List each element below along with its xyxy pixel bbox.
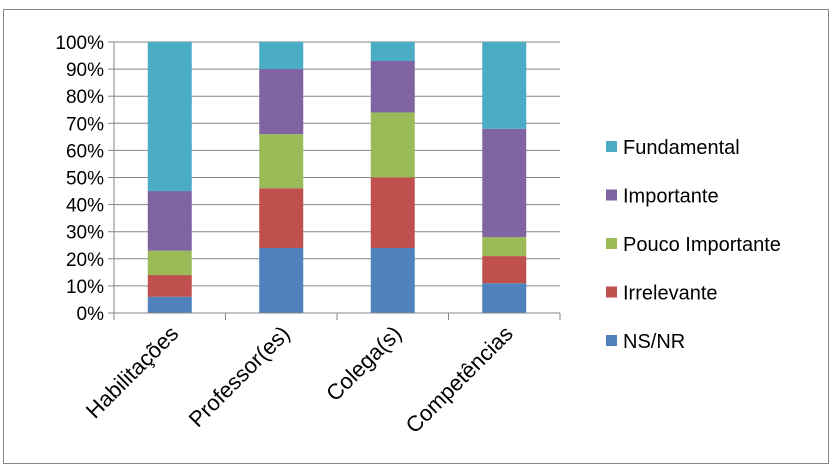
y-axis-tick-labels: 0% 10% 20% 30% 40% 50% 60% 70% 80% 90% 100% xyxy=(55,33,104,325)
bar-segment xyxy=(370,60,415,113)
legend-label: Irrelevante xyxy=(623,283,718,305)
axes xyxy=(108,41,561,320)
y-tick-label: 100% xyxy=(55,33,104,54)
bar-segment xyxy=(370,177,415,248)
x-category-label: Colega(s) xyxy=(321,321,406,406)
legend-label: Fundamental xyxy=(623,137,740,159)
y-tick-label: 0% xyxy=(77,304,105,325)
bar-segment xyxy=(147,296,192,313)
y-tick-label: 10% xyxy=(66,277,104,298)
bar-segment xyxy=(259,134,304,189)
bar-segment xyxy=(259,42,304,70)
y-tick-label: 20% xyxy=(66,250,104,271)
bar-segment xyxy=(147,275,192,297)
legend-swatch xyxy=(606,286,617,298)
bar-segment xyxy=(482,128,527,238)
x-category-label: Habilitações xyxy=(81,321,183,423)
y-tick-label: 60% xyxy=(66,141,104,162)
bar-segment xyxy=(370,42,415,61)
legend-swatch xyxy=(606,238,617,249)
x-category-label: Competências xyxy=(401,321,518,438)
bar-segment xyxy=(482,256,527,284)
bar-segment xyxy=(147,42,192,192)
bar-segment xyxy=(259,69,304,135)
bar-segment xyxy=(259,188,304,248)
y-tick-label: 70% xyxy=(66,114,104,135)
legend-label: Pouco Importante xyxy=(623,234,781,256)
legend-swatch xyxy=(606,335,617,346)
x-axis-category-labels: Habilitações Professor(es) Colega(s)Compet… xyxy=(81,321,518,438)
bars xyxy=(147,42,527,313)
x-category-label: Professor(es) xyxy=(184,321,295,432)
bar-segment xyxy=(259,247,304,313)
bar-segment xyxy=(370,247,415,313)
bar-segment xyxy=(370,112,415,178)
legend: Fundamental Importante Pouco Importante Irr… xyxy=(606,137,781,353)
y-tick-label: 80% xyxy=(66,87,104,108)
bar-segment xyxy=(482,283,527,313)
bar-segment xyxy=(147,250,192,276)
y-tick-label: 50% xyxy=(66,169,104,190)
y-tick-label: 30% xyxy=(66,223,104,244)
bar-segment xyxy=(482,42,527,129)
legend-label: NS/NR xyxy=(623,331,685,353)
bar-segment xyxy=(147,191,192,251)
chart-frame xyxy=(3,9,829,464)
legend-label: Importante xyxy=(623,186,719,208)
bar-segment xyxy=(482,237,527,257)
legend-swatch xyxy=(606,189,617,201)
y-tick-label: 90% xyxy=(66,60,104,81)
y-tick-label: 40% xyxy=(66,196,104,217)
legend-swatch xyxy=(606,141,617,152)
